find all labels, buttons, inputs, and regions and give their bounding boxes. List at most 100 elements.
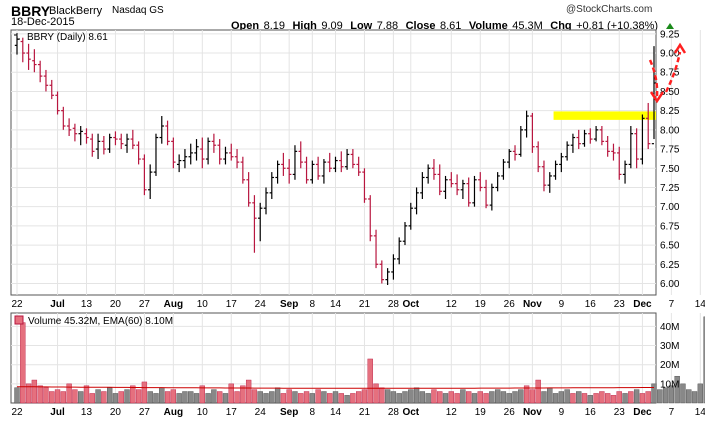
price-tick-label: 9.25 bbox=[660, 29, 680, 40]
ohlc-bar bbox=[275, 160, 280, 184]
ohlc-bar bbox=[489, 183, 495, 211]
date-label-top: 7 bbox=[669, 299, 675, 310]
ohlc-bar bbox=[466, 177, 471, 207]
volume-bar bbox=[199, 385, 205, 404]
volume-bar bbox=[529, 389, 536, 404]
volume-bar bbox=[176, 393, 182, 404]
volume-bar bbox=[315, 389, 321, 404]
ohlc-bar bbox=[223, 146, 228, 165]
date-label-top: 17 bbox=[226, 299, 238, 310]
price-tick-label: 7.75 bbox=[660, 145, 680, 156]
ohlc-bar bbox=[541, 160, 547, 192]
volume-bar bbox=[448, 391, 454, 404]
volume-bar bbox=[280, 393, 287, 404]
ohlc-bar bbox=[379, 260, 385, 284]
price-tick-label: 6.75 bbox=[660, 221, 680, 232]
ohlc-bar bbox=[124, 133, 130, 153]
ohlc-bar bbox=[171, 137, 176, 169]
ohlc-bar bbox=[78, 126, 83, 146]
volume-bar bbox=[245, 379, 252, 404]
volume-bar bbox=[552, 393, 559, 404]
volume-bar bbox=[703, 316, 705, 404]
date-label-bottom: 27 bbox=[139, 407, 151, 418]
date-label-top: 22 bbox=[11, 299, 23, 310]
ohlc-bar bbox=[246, 172, 251, 207]
ohlc-bar bbox=[252, 195, 257, 253]
date-label-top: 27 bbox=[139, 299, 151, 310]
date-label-top: 14 bbox=[695, 299, 705, 310]
ohlc-bar bbox=[113, 131, 118, 146]
volume-bar bbox=[442, 393, 449, 404]
volume-bar bbox=[396, 393, 402, 404]
volume-bar bbox=[164, 391, 171, 404]
company-name: BlackBerry bbox=[49, 5, 103, 17]
watermark[interactable]: @StockCharts.com bbox=[566, 4, 653, 15]
volume-bar bbox=[321, 391, 327, 404]
quote-date: 18-Dec-2015 bbox=[11, 16, 75, 28]
date-label-top: Dec bbox=[633, 299, 652, 310]
ohlc-bar bbox=[315, 156, 321, 180]
ohlc-bar bbox=[130, 129, 136, 150]
volume-bar bbox=[518, 389, 524, 404]
ohlc-bar bbox=[304, 156, 309, 184]
volume-tick-label: 10M bbox=[660, 379, 679, 390]
ohlc-bar bbox=[339, 151, 344, 173]
volume-bar bbox=[118, 391, 124, 404]
volume-bar bbox=[182, 391, 188, 404]
date-label-top: 13 bbox=[81, 299, 93, 310]
volume-bar bbox=[251, 389, 258, 404]
ohlc-bar bbox=[107, 133, 112, 153]
volume-bar bbox=[471, 393, 478, 404]
arrow-up-path bbox=[664, 51, 682, 93]
open-label: Open bbox=[231, 20, 260, 32]
ohlc-bar bbox=[391, 254, 396, 280]
volume-bar bbox=[124, 389, 130, 404]
date-label-bottom: 13 bbox=[81, 407, 93, 418]
ohlc-bar bbox=[240, 156, 246, 184]
ohlc-bar bbox=[142, 154, 147, 196]
volume-bar bbox=[674, 375, 680, 404]
volume-bar bbox=[89, 393, 95, 404]
volume-bar bbox=[384, 389, 391, 404]
high-label: High bbox=[292, 20, 317, 32]
ohlc-bar bbox=[269, 172, 274, 199]
volume-bar bbox=[101, 391, 107, 404]
ohlc-bar bbox=[26, 43, 31, 70]
price-legend-icon bbox=[14, 33, 20, 41]
arrow-up-head bbox=[673, 42, 687, 54]
close-value: 8.61 bbox=[439, 20, 462, 32]
open-value: 8.19 bbox=[263, 20, 285, 32]
volume-bar bbox=[633, 389, 640, 404]
volume-bar bbox=[570, 393, 576, 404]
date-label-bottom: Nov bbox=[523, 407, 542, 418]
date-label-top: 9 bbox=[559, 299, 565, 310]
ohlc-bar bbox=[165, 120, 170, 146]
volume-bar bbox=[558, 391, 565, 404]
volume-bar bbox=[298, 393, 304, 404]
volume-value: 45.3M bbox=[512, 20, 543, 32]
price-axis: 9.25 9.00 8.75 8.50 8.25 8.00 7.75 7.50 7.25 7.00… bbox=[660, 29, 680, 290]
date-label-top: 21 bbox=[359, 299, 371, 310]
ohlc-bar bbox=[408, 202, 413, 230]
ohlc-bar bbox=[553, 160, 558, 180]
volume-bar bbox=[327, 393, 333, 404]
date-label-top: Jul bbox=[50, 299, 65, 310]
ohlc-bar bbox=[258, 202, 263, 242]
ohlc-bar bbox=[229, 143, 234, 161]
ticker-symbol[interactable]: BBRY bbox=[11, 3, 51, 19]
ohlc-bar bbox=[495, 172, 500, 192]
volume-bar bbox=[523, 385, 530, 404]
price-tick-label: 8.50 bbox=[660, 87, 680, 98]
ohlc-bar bbox=[55, 91, 60, 115]
ohlc-bar bbox=[646, 102, 651, 150]
ohlc-bar bbox=[194, 139, 199, 161]
ohlc-bar bbox=[599, 126, 605, 146]
ohlc-bar bbox=[66, 118, 72, 136]
date-axis-top: 22 Jul 13 20 27 Aug 10 17 24 Sep 8 14 21 28 Oct 12 19 26 N… bbox=[11, 299, 705, 310]
volume-bar bbox=[338, 393, 344, 404]
ohlc-bar bbox=[298, 141, 303, 169]
ohlc-bar bbox=[385, 268, 390, 286]
ohlc-bar bbox=[512, 145, 518, 161]
ohlc-bar bbox=[321, 159, 327, 184]
breakout-arrows bbox=[648, 42, 687, 104]
